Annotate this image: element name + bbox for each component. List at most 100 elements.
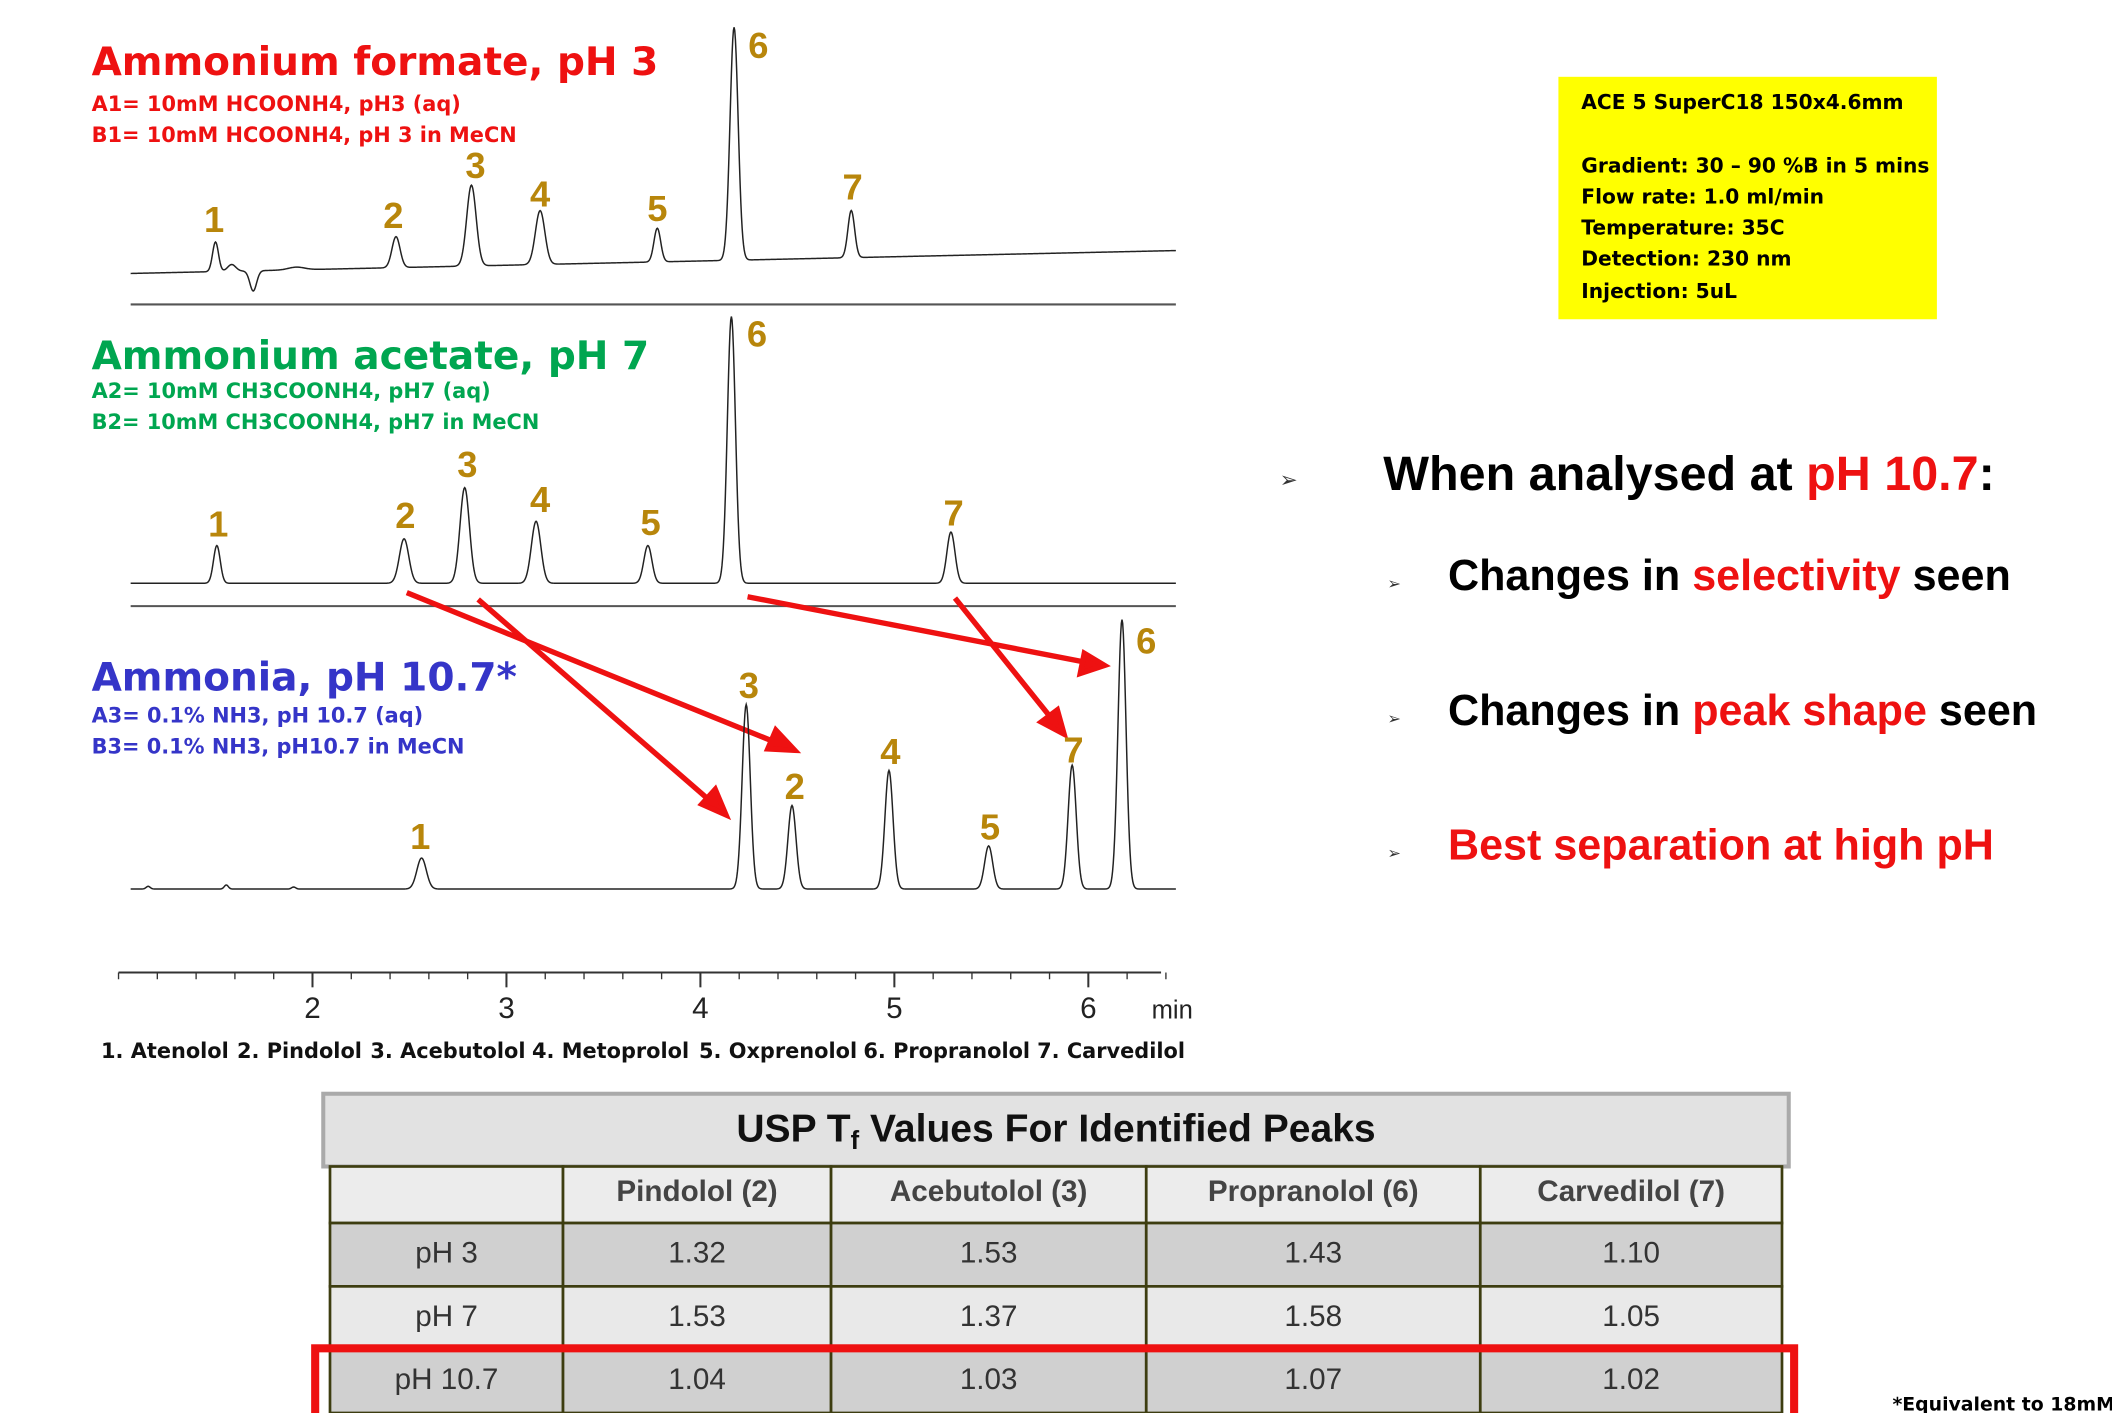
condition-line: ACE 5 SuperC18 150x4.6mm [1581, 90, 1903, 114]
arrowhead [1076, 649, 1111, 678]
table-cell [1144, 1348, 1482, 1413]
bullet-text: When analysed at pH 10.7: [1383, 447, 1994, 501]
compound: 6. Propranolol [863, 1039, 1030, 1063]
bullet-text: Changes in peak shape seen [1448, 687, 2037, 735]
compound: 3. Acebutolol [370, 1039, 525, 1063]
table-value: 1.43 [1284, 1237, 1342, 1270]
bullet-text: Best separation at high pH [1448, 822, 1994, 870]
shift-arrows [405, 590, 1111, 821]
arrowhead [1036, 705, 1069, 740]
arrowhead [697, 784, 732, 821]
table-value: 1.05 [1602, 1300, 1660, 1333]
row-label: pH 3 [415, 1237, 478, 1270]
table-cell [561, 1165, 833, 1225]
table-cell [328, 1165, 565, 1225]
peak-label: 6 [747, 313, 767, 354]
peak-label: 6 [748, 25, 768, 66]
arrow [405, 590, 780, 747]
column-header: Pindolol (2) [616, 1175, 777, 1208]
peak-label: 4 [530, 173, 551, 214]
chromatogram-trace [130, 27, 1176, 292]
footnote: *Equivalent to 18mM [1892, 1394, 2112, 1413]
table-value: 1.10 [1602, 1237, 1660, 1270]
row-label: pH 10.7 [395, 1363, 499, 1396]
table-cell [1478, 1165, 1784, 1225]
conditions-box [1558, 76, 1937, 320]
table-cell [561, 1285, 833, 1352]
peak-label: 1 [204, 199, 224, 240]
peak-label: 1 [410, 816, 430, 857]
peak-label: 5 [640, 502, 660, 543]
table-cell [328, 1285, 565, 1352]
table-value: 1.53 [668, 1300, 726, 1333]
arrow [747, 594, 1089, 666]
panel-title: Ammonium acetate, pH 7 [92, 334, 650, 379]
peak-label: 2 [383, 195, 403, 236]
table-cell [1144, 1285, 1482, 1352]
eluent-line: B1= 10mM HCOONH4, pH 3 in MeCN [92, 123, 517, 147]
text-run: selectivity [1692, 553, 1900, 601]
table-cell [829, 1165, 1148, 1225]
table-value: 1.58 [1284, 1300, 1342, 1333]
bullet-marker: ➢ [1387, 843, 1401, 862]
table-title-cell [321, 1091, 1791, 1169]
condition-line: Gradient: 30 – 90 %B in 5 mins [1581, 154, 1929, 178]
text-run: Changes in [1448, 553, 1692, 601]
condition-line: Flow rate: 1.0 ml/min [1581, 185, 1824, 209]
peak-label: 1 [208, 503, 228, 544]
eluent-line: A1= 10mM HCOONH4, pH3 (aq) [92, 92, 461, 116]
eluent-line: A2= 10mM CH3COONH4, pH7 (aq) [92, 379, 491, 403]
column-header: Carvedilol (7) [1537, 1175, 1725, 1208]
table-cell [829, 1285, 1148, 1352]
eluent-line: A3= 0.1% NH3, pH 10.7 (aq) [92, 704, 424, 728]
text-run: : [1979, 447, 1995, 501]
column-header: Acebutolol (3) [890, 1175, 1088, 1208]
tick-label: 2 [304, 992, 320, 1025]
table-cell [561, 1221, 833, 1288]
peak-label: 2 [395, 495, 415, 536]
row-label: pH 7 [415, 1300, 478, 1333]
compound: 7. Carvedilol [1037, 1039, 1185, 1063]
text-run: seen [1927, 687, 2037, 735]
text-run: seen [1901, 553, 2011, 601]
table-value: 1.07 [1284, 1363, 1342, 1396]
bullet-text: Changes in selectivity seen [1448, 553, 2011, 601]
text-run: When analysed at [1383, 447, 1806, 501]
table-title: USP Tf Values For Identified Peaks [736, 1108, 1375, 1155]
compound: 4. Metoprolol [532, 1039, 689, 1063]
condition-line: Injection: 5uL [1581, 279, 1737, 303]
panel-title: Ammonium formate, pH 3 [92, 40, 659, 85]
table-value: 1.02 [1602, 1363, 1660, 1396]
peak-label: 4 [880, 731, 901, 772]
highlight-box [311, 1344, 1799, 1413]
bullet-marker: ➢ [1387, 709, 1401, 728]
peak-label: 7 [1063, 730, 1083, 771]
bullet-marker: ➢ [1387, 574, 1401, 593]
table-cell [328, 1221, 565, 1288]
chromatogram-trace [130, 619, 1176, 890]
table-cell [1144, 1221, 1482, 1288]
text-run: peak shape [1692, 687, 1927, 735]
tick-label: 6 [1080, 992, 1096, 1025]
arrow [952, 596, 1056, 723]
compound: 5. Oxprenolol [699, 1039, 857, 1063]
peak-label: 5 [980, 806, 1000, 847]
table-value: 1.04 [668, 1363, 726, 1396]
peak-label: 2 [785, 766, 805, 807]
text-run: Best separation at high pH [1448, 822, 1994, 870]
title-run: USP T [736, 1108, 850, 1151]
eluent-line: B3= 0.1% NH3, pH10.7 in MeCN [92, 735, 465, 759]
bullet-marker: ➢ [1280, 468, 1298, 493]
peak-label: 3 [465, 145, 485, 186]
column-header: Propranolol (6) [1208, 1175, 1419, 1208]
arrow [476, 597, 716, 807]
peak-label: 3 [739, 665, 759, 706]
peak-label: 4 [530, 479, 551, 520]
title-subscript: f [851, 1127, 860, 1155]
peak-label: 6 [1136, 620, 1156, 661]
tick-label: 3 [498, 992, 514, 1025]
peak-label: 3 [457, 444, 477, 485]
compound: 2. Pindolol [237, 1039, 362, 1063]
